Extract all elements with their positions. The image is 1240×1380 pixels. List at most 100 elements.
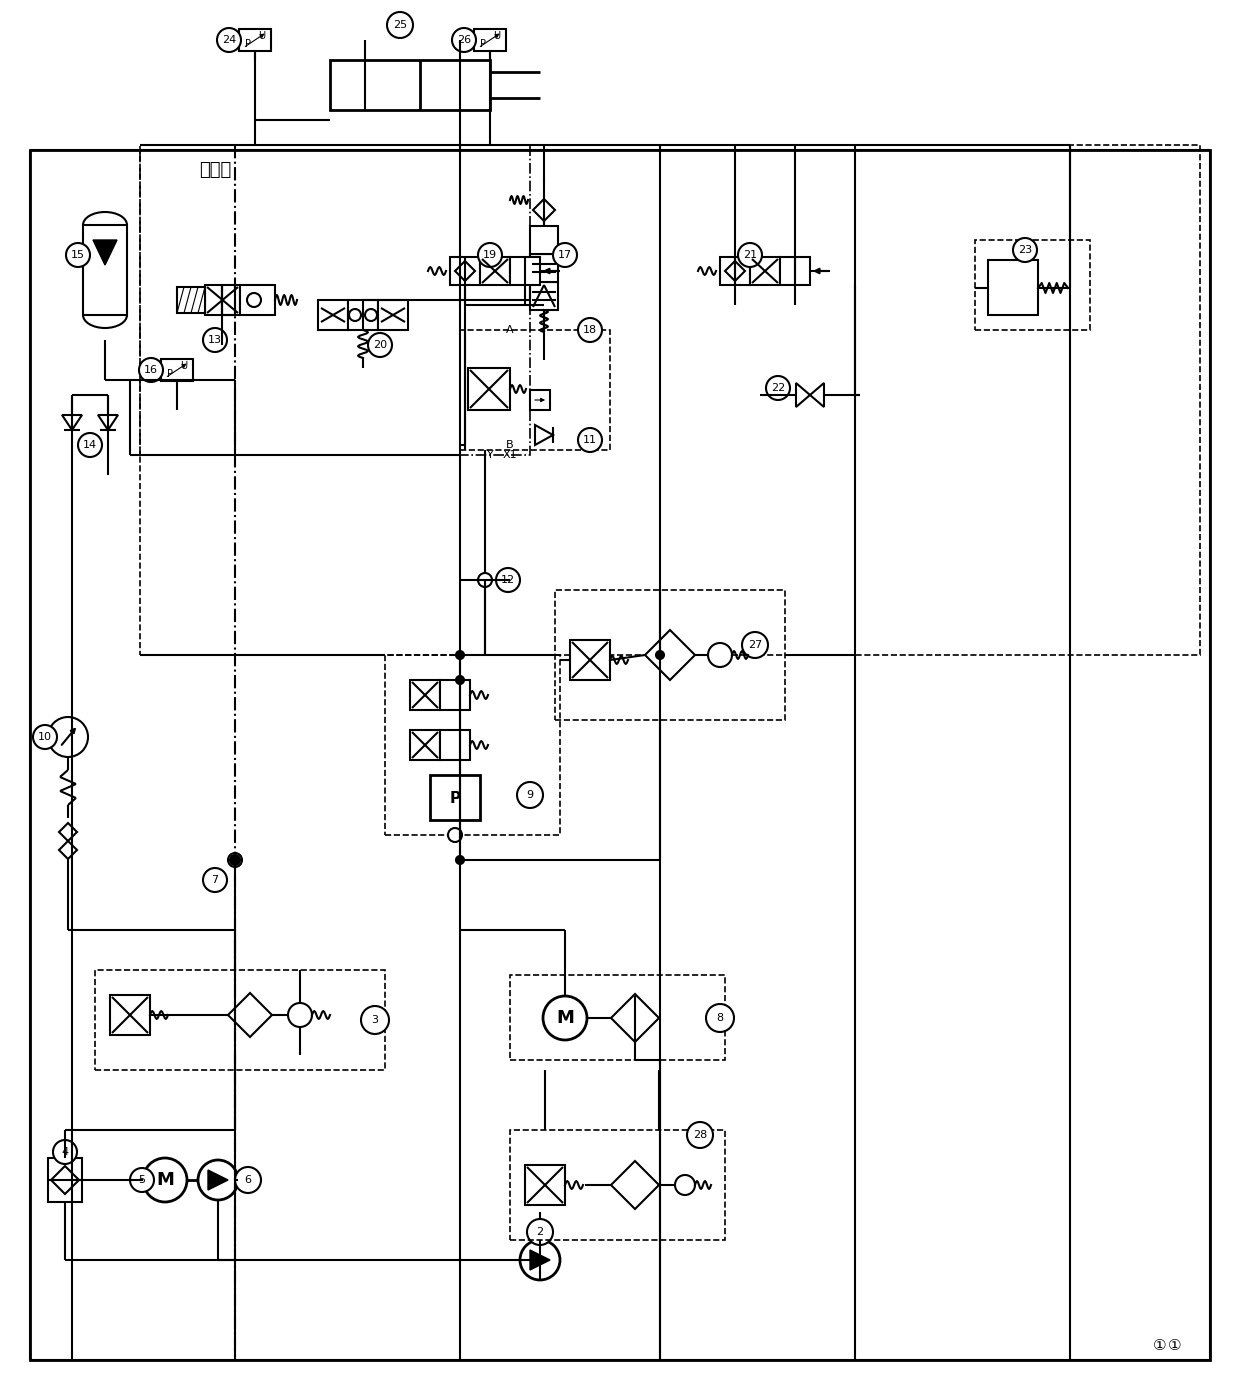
Text: 13: 13 xyxy=(208,335,222,345)
Bar xyxy=(988,259,1038,315)
Circle shape xyxy=(477,573,492,586)
Circle shape xyxy=(453,28,476,52)
Text: U: U xyxy=(181,362,187,371)
Polygon shape xyxy=(51,1166,79,1194)
Text: 14: 14 xyxy=(83,440,97,450)
Text: B: B xyxy=(506,440,513,450)
Text: 9: 9 xyxy=(527,789,533,800)
Text: 25: 25 xyxy=(393,19,407,30)
Text: 7: 7 xyxy=(212,875,218,885)
Circle shape xyxy=(456,676,464,684)
Text: P: P xyxy=(246,39,250,50)
Circle shape xyxy=(766,375,790,400)
Text: 5: 5 xyxy=(139,1174,145,1185)
Text: 12: 12 xyxy=(501,575,515,585)
Polygon shape xyxy=(645,631,694,680)
Bar xyxy=(83,225,126,315)
Circle shape xyxy=(708,643,732,667)
Circle shape xyxy=(228,853,242,867)
Circle shape xyxy=(656,651,663,660)
Circle shape xyxy=(368,333,392,357)
Text: U: U xyxy=(258,30,265,41)
Circle shape xyxy=(553,243,577,266)
Bar xyxy=(525,1165,565,1205)
Circle shape xyxy=(130,1167,154,1192)
Text: 27: 27 xyxy=(748,640,763,650)
Bar xyxy=(140,145,529,455)
Circle shape xyxy=(738,243,763,266)
Text: 6: 6 xyxy=(244,1174,252,1185)
Circle shape xyxy=(78,433,102,457)
Text: 8: 8 xyxy=(717,1013,724,1023)
Text: 3: 3 xyxy=(372,1016,378,1025)
Text: 23: 23 xyxy=(1018,246,1032,255)
Circle shape xyxy=(527,1219,553,1245)
Circle shape xyxy=(1013,237,1037,262)
Circle shape xyxy=(33,724,57,749)
Bar xyxy=(95,970,384,1070)
Text: 16: 16 xyxy=(144,364,157,375)
Text: P: P xyxy=(167,368,174,380)
Text: 26: 26 xyxy=(456,34,471,46)
Bar xyxy=(330,59,490,110)
Circle shape xyxy=(217,28,241,52)
Polygon shape xyxy=(455,261,475,282)
Circle shape xyxy=(520,1241,560,1281)
Text: 油阀块: 油阀块 xyxy=(198,161,231,179)
Text: 2: 2 xyxy=(537,1227,543,1236)
Bar xyxy=(556,591,785,720)
Bar xyxy=(570,640,610,680)
Bar xyxy=(529,254,558,282)
Bar xyxy=(474,29,506,51)
Bar xyxy=(378,299,408,330)
Bar xyxy=(510,257,539,286)
Circle shape xyxy=(578,428,601,453)
Text: 17: 17 xyxy=(558,250,572,259)
Bar xyxy=(410,730,440,760)
Polygon shape xyxy=(533,199,556,221)
Circle shape xyxy=(203,868,227,891)
Circle shape xyxy=(48,718,88,758)
Text: 24: 24 xyxy=(222,34,236,46)
Polygon shape xyxy=(208,1170,228,1190)
Circle shape xyxy=(706,1005,734,1032)
Bar xyxy=(48,1158,82,1202)
Polygon shape xyxy=(60,822,77,840)
Text: P: P xyxy=(480,39,486,50)
Text: 15: 15 xyxy=(71,250,86,259)
Bar xyxy=(750,257,780,286)
Text: ①: ① xyxy=(1153,1337,1167,1352)
Circle shape xyxy=(236,1167,260,1192)
Bar xyxy=(460,330,610,450)
Polygon shape xyxy=(529,1250,551,1270)
Text: 11: 11 xyxy=(583,435,596,444)
Circle shape xyxy=(66,243,91,266)
Bar xyxy=(317,299,348,330)
Circle shape xyxy=(496,569,520,592)
Circle shape xyxy=(361,1006,389,1034)
Bar xyxy=(780,257,810,286)
Bar xyxy=(177,287,205,313)
Text: 4: 4 xyxy=(62,1147,68,1156)
Bar xyxy=(140,145,1200,656)
Text: U: U xyxy=(494,30,501,41)
Polygon shape xyxy=(611,994,658,1042)
Bar xyxy=(205,286,241,315)
Bar xyxy=(239,29,272,51)
Text: 22: 22 xyxy=(771,384,785,393)
Circle shape xyxy=(53,1140,77,1163)
Bar xyxy=(161,359,193,381)
Polygon shape xyxy=(228,994,272,1036)
Circle shape xyxy=(578,317,601,342)
Circle shape xyxy=(365,309,377,322)
Circle shape xyxy=(229,856,241,865)
Bar xyxy=(430,776,480,820)
Bar xyxy=(529,282,558,310)
Bar xyxy=(110,995,150,1035)
Bar xyxy=(410,680,440,709)
Bar xyxy=(480,257,510,286)
Circle shape xyxy=(675,1174,694,1195)
Bar xyxy=(348,299,378,330)
Bar xyxy=(467,368,510,410)
Text: 18: 18 xyxy=(583,326,598,335)
